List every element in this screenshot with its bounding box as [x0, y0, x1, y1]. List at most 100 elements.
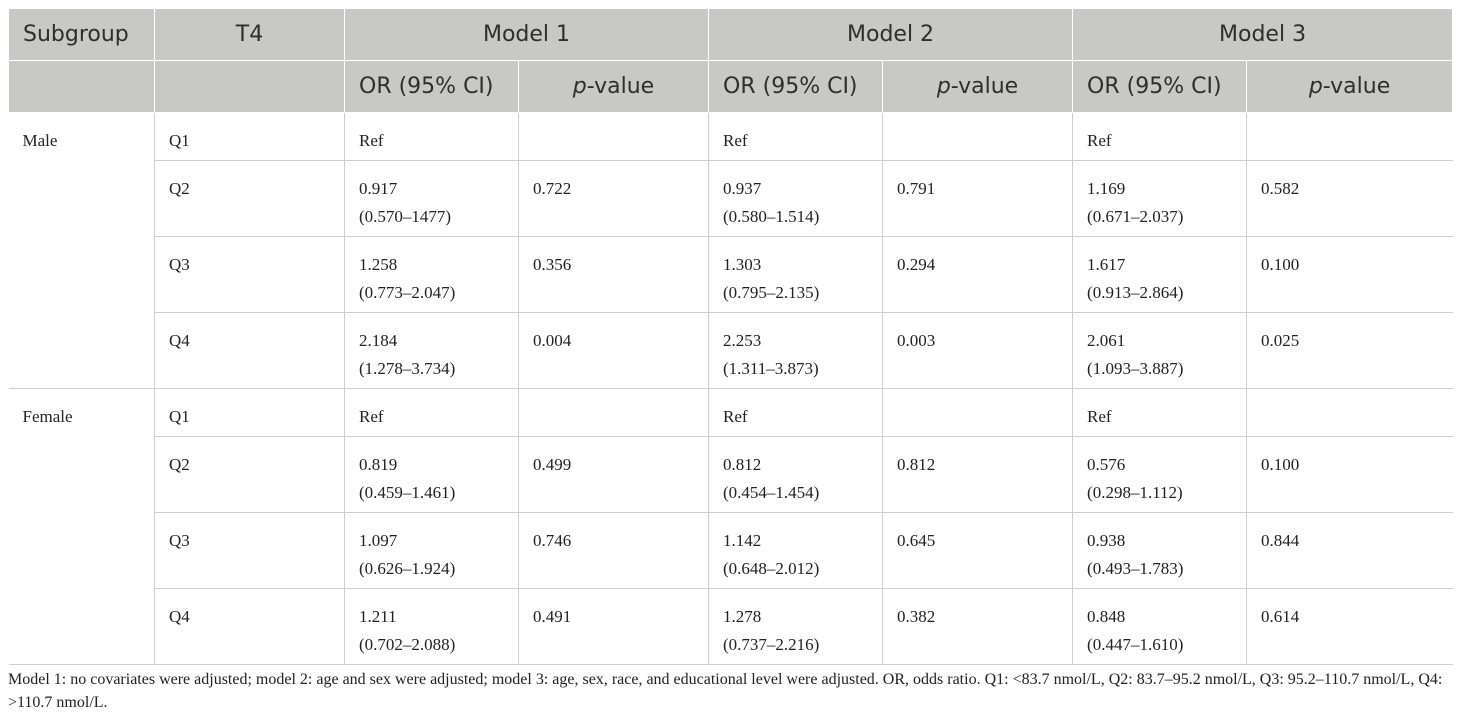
ci-range: (0.447–1.610): [1087, 635, 1184, 654]
p-value-cell: 0.791: [882, 160, 1074, 237]
ci-range: (1.278–3.734): [359, 359, 456, 378]
p-value-cell: 0.003: [882, 312, 1074, 389]
p-value-cell: 0.812: [882, 436, 1074, 513]
ci-range: (0.298–1.112): [1087, 483, 1183, 502]
table-row: Male Q1 Ref Ref Ref: [8, 112, 1453, 389]
or-ci-cell: 2.253 (1.311–3.873): [708, 312, 884, 389]
or-ci-cell: 0.937 (0.580–1.514): [708, 160, 884, 237]
or-value: Ref: [723, 131, 748, 150]
or-ci-cell: Ref: [1072, 388, 1248, 437]
or-ci-cell: Ref: [1072, 112, 1248, 161]
or-value: 2.184: [359, 331, 398, 350]
p-value-cell: 0.100: [1246, 436, 1453, 513]
quartile-label: Q2: [154, 160, 345, 237]
quartile-label: Q1: [154, 388, 345, 437]
ci-range: (0.570–1477): [359, 207, 452, 226]
subgroup-label: Female: [8, 388, 155, 665]
or-value: 1.142: [723, 531, 762, 550]
quartile-label: Q1: [154, 112, 345, 161]
or-value: Ref: [1087, 407, 1112, 426]
p-value-cell: [882, 112, 1074, 161]
quartile-label: Q4: [154, 312, 345, 389]
or-value: 1.303: [723, 255, 762, 274]
or-ci-cell: 0.938 (0.493–1.783): [1072, 512, 1248, 589]
p-value-cell: 0.491: [517, 588, 710, 665]
header-blank-t4: [154, 60, 345, 113]
table-row: Q2 0.917 (0.570–1477) 0.722 0.937 (0.580–1.51…: [9, 160, 1453, 237]
header-model-1: Model 1: [343, 8, 710, 61]
p-value-cell: 0.746: [517, 512, 710, 589]
header-t4: T4: [154, 8, 345, 61]
or-value: 1.258: [359, 255, 398, 274]
p-value-cell: 0.004: [517, 312, 710, 389]
quartile-label: Q3: [154, 512, 345, 589]
or-ci-cell: 1.303 (0.795–2.135): [708, 236, 884, 313]
ci-range: (1.093–3.887): [1087, 359, 1184, 378]
or-ci-cell: 1.258 (0.773–2.047): [344, 236, 519, 313]
or-value: 1.169: [1087, 179, 1126, 198]
p-value-cell: 0.645: [882, 512, 1074, 589]
table-row: Q2 0.819 (0.459–1.461) 0.499 0.812 (0.454–1.4…: [9, 436, 1453, 513]
ci-range: (0.648–2.012): [723, 559, 820, 578]
p-value-cell: [1246, 112, 1453, 161]
p-value-cell: 0.382: [882, 588, 1074, 665]
or-ci-cell: 1.169 (0.671–2.037): [1072, 160, 1248, 237]
table-container: Subgroup T4 Model 1 Model 2 Model 3 OR (…: [8, 8, 1454, 665]
ci-range: (0.454–1.454): [723, 483, 820, 502]
table-row: Q4 1.211 (0.702–2.088) 0.491 1.278 (0.737–2.2…: [9, 588, 1453, 665]
or-ci-cell: 1.278 (0.737–2.216): [708, 588, 884, 665]
header-p-value: p-value: [1246, 60, 1454, 113]
or-value: 0.848: [1087, 607, 1126, 626]
or-value: 1.211: [359, 607, 397, 626]
ci-range: (0.702–2.088): [359, 635, 456, 654]
ci-range: (0.737–2.216): [723, 635, 820, 654]
p-value-cell: 0.722: [517, 160, 710, 237]
subgroup-label: Male: [8, 112, 155, 389]
or-value: 0.576: [1087, 455, 1126, 474]
or-ci-cell: 0.812 (0.454–1.454): [708, 436, 884, 513]
ci-range: (0.580–1.514): [723, 207, 820, 226]
or-value: 0.937: [723, 179, 762, 198]
table-row: Q3 1.097 (0.626–1.924) 0.746 1.142 (0.648–2.0…: [9, 512, 1453, 589]
ci-range: (0.671–2.037): [1087, 207, 1184, 226]
header-model-3: Model 3: [1072, 8, 1454, 61]
or-value: Ref: [359, 407, 384, 426]
or-ci-cell: 2.061 (1.093–3.887): [1072, 312, 1248, 389]
p-value-cell: 0.294: [882, 236, 1074, 313]
or-value: 0.938: [1087, 531, 1126, 550]
table-row: Q4 2.184 (1.278–3.734) 0.004 2.253 (1.311–3.8…: [9, 312, 1453, 389]
header-or-ci: OR (95% CI): [1072, 60, 1248, 113]
p-value-cell: [882, 388, 1074, 437]
or-ci-cell: 1.211 (0.702–2.088): [344, 588, 519, 665]
p-value-cell: [1246, 388, 1453, 437]
table-footnote: Model 1: no covariates were adjusted; mo…: [8, 671, 1443, 711]
table-row: Q3 1.258 (0.773–2.047) 0.356 1.303 (0.795–2.1…: [9, 236, 1453, 313]
or-ci-cell: 1.142 (0.648–2.012): [708, 512, 884, 589]
table-row: Female Q1 Ref Ref Ref: [8, 388, 1453, 665]
p-value-cell: 0.499: [517, 436, 710, 513]
quartile-label: Q4: [154, 588, 345, 665]
or-ci-cell: 2.184 (1.278–3.734): [344, 312, 519, 389]
or-value: Ref: [359, 131, 384, 150]
p-value-cell: 0.356: [517, 236, 710, 313]
or-ci-cell: Ref: [344, 112, 519, 161]
ci-range: (0.773–2.047): [359, 283, 456, 302]
header-subgroup: Subgroup: [8, 8, 155, 61]
or-ci-cell: Ref: [344, 388, 519, 437]
ci-range: (0.493–1.783): [1087, 559, 1184, 578]
or-ci-cell: 1.617 (0.913–2.864): [1072, 236, 1248, 313]
results-table: Subgroup T4 Model 1 Model 2 Model 3 OR (…: [8, 8, 1454, 665]
quartile-label: Q2: [154, 436, 345, 513]
p-value-cell: [517, 388, 710, 437]
or-value: 2.253: [723, 331, 762, 350]
p-value-cell: 0.582: [1246, 160, 1453, 237]
p-value-cell: 0.844: [1246, 512, 1453, 589]
or-value: 0.812: [723, 455, 762, 474]
p-value-cell: 0.025: [1246, 312, 1453, 389]
or-ci-cell: 0.848 (0.447–1.610): [1072, 588, 1248, 665]
header-p-value: p-value: [517, 60, 710, 113]
header-or-ci: OR (95% CI): [344, 60, 519, 113]
or-ci-cell: Ref: [708, 112, 884, 161]
header-blank-subgroup: [8, 60, 155, 113]
or-value: 0.819: [359, 455, 398, 474]
